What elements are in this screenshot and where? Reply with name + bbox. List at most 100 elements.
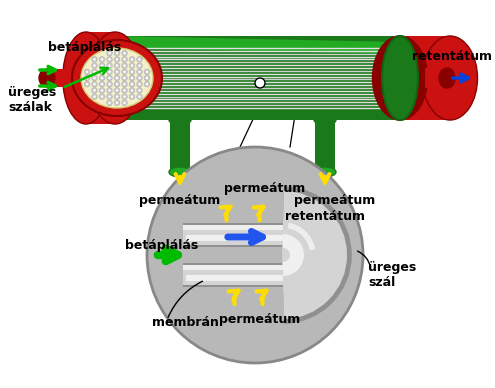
Circle shape xyxy=(114,57,120,62)
Circle shape xyxy=(129,88,135,93)
Circle shape xyxy=(123,95,126,98)
Circle shape xyxy=(107,63,112,68)
Circle shape xyxy=(122,75,127,81)
Text: permeátum: permeátum xyxy=(224,182,305,195)
Circle shape xyxy=(138,77,141,79)
Circle shape xyxy=(138,71,141,73)
Circle shape xyxy=(101,77,103,79)
Circle shape xyxy=(116,71,118,73)
Circle shape xyxy=(123,58,126,61)
Circle shape xyxy=(131,95,133,98)
Circle shape xyxy=(93,83,96,85)
Circle shape xyxy=(114,88,120,93)
Circle shape xyxy=(147,147,363,363)
Circle shape xyxy=(129,57,135,62)
Circle shape xyxy=(108,58,111,61)
Circle shape xyxy=(129,75,135,81)
Circle shape xyxy=(144,75,150,81)
Circle shape xyxy=(108,52,111,54)
Circle shape xyxy=(99,75,105,81)
Circle shape xyxy=(129,63,135,68)
Circle shape xyxy=(131,58,133,61)
Ellipse shape xyxy=(81,48,153,108)
Text: membrán: membrán xyxy=(152,317,219,329)
Circle shape xyxy=(93,77,96,79)
Circle shape xyxy=(101,64,103,67)
Bar xyxy=(183,223,283,247)
Circle shape xyxy=(116,52,118,54)
Circle shape xyxy=(138,95,141,98)
Circle shape xyxy=(114,50,120,56)
Circle shape xyxy=(107,50,112,56)
Circle shape xyxy=(131,83,133,85)
Circle shape xyxy=(114,100,120,106)
Circle shape xyxy=(101,71,103,73)
Circle shape xyxy=(108,95,111,98)
Text: üreges
szálak: üreges szálak xyxy=(8,86,56,114)
Circle shape xyxy=(84,69,90,74)
Bar xyxy=(315,120,335,172)
Circle shape xyxy=(137,63,142,68)
Circle shape xyxy=(122,100,127,106)
Circle shape xyxy=(129,81,135,87)
Circle shape xyxy=(99,57,105,62)
Ellipse shape xyxy=(169,167,191,177)
Circle shape xyxy=(108,89,111,92)
Circle shape xyxy=(101,95,103,98)
Circle shape xyxy=(108,102,111,104)
Circle shape xyxy=(123,83,126,85)
Circle shape xyxy=(137,75,142,81)
Circle shape xyxy=(92,88,98,93)
Circle shape xyxy=(107,81,112,87)
Bar xyxy=(183,225,283,245)
Circle shape xyxy=(108,77,111,79)
Circle shape xyxy=(99,63,105,68)
Circle shape xyxy=(108,64,111,67)
Circle shape xyxy=(138,64,141,67)
Circle shape xyxy=(123,71,126,73)
Text: betáplálás: betáplálás xyxy=(125,239,198,251)
Circle shape xyxy=(92,57,98,62)
Circle shape xyxy=(131,77,133,79)
Circle shape xyxy=(122,57,127,62)
Ellipse shape xyxy=(89,32,141,124)
Circle shape xyxy=(114,63,120,68)
Ellipse shape xyxy=(169,115,191,125)
Ellipse shape xyxy=(63,32,109,124)
Ellipse shape xyxy=(373,36,428,120)
Circle shape xyxy=(116,83,118,85)
Circle shape xyxy=(116,89,118,92)
Circle shape xyxy=(107,88,112,93)
Circle shape xyxy=(107,94,112,99)
Circle shape xyxy=(116,64,118,67)
Circle shape xyxy=(107,69,112,74)
Circle shape xyxy=(99,69,105,74)
Circle shape xyxy=(137,57,142,62)
Circle shape xyxy=(114,94,120,99)
Circle shape xyxy=(108,71,111,73)
Circle shape xyxy=(138,89,141,92)
Ellipse shape xyxy=(81,48,153,108)
Circle shape xyxy=(255,78,265,88)
Circle shape xyxy=(107,57,112,62)
Circle shape xyxy=(137,94,142,99)
Circle shape xyxy=(99,88,105,93)
Circle shape xyxy=(123,102,126,104)
Circle shape xyxy=(101,89,103,92)
Text: permeátum: permeátum xyxy=(295,194,376,207)
Circle shape xyxy=(84,81,90,87)
Text: permeátum: permeátum xyxy=(219,313,300,326)
Circle shape xyxy=(146,83,148,85)
Circle shape xyxy=(116,102,118,104)
Circle shape xyxy=(114,69,120,74)
Circle shape xyxy=(129,69,135,74)
Polygon shape xyxy=(115,36,400,54)
Circle shape xyxy=(93,58,96,61)
Ellipse shape xyxy=(314,167,336,177)
Circle shape xyxy=(101,58,103,61)
Bar xyxy=(186,275,283,281)
Circle shape xyxy=(123,89,126,92)
Circle shape xyxy=(131,64,133,67)
Circle shape xyxy=(108,83,111,85)
Circle shape xyxy=(92,69,98,74)
